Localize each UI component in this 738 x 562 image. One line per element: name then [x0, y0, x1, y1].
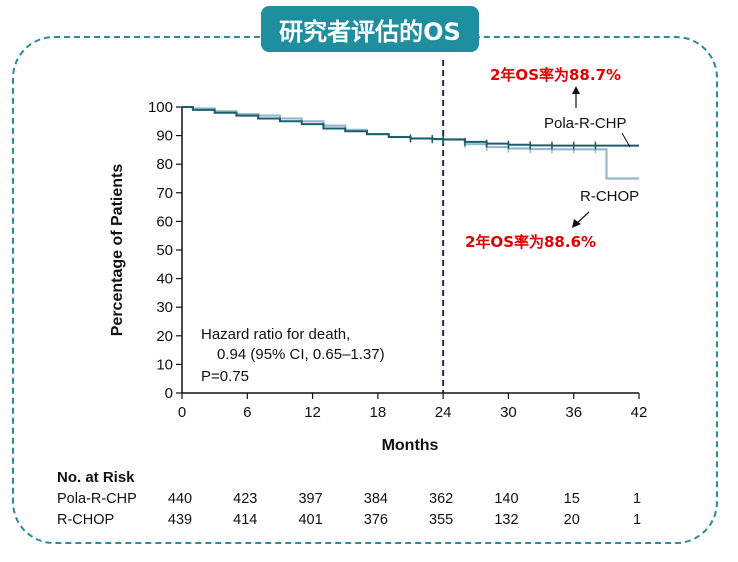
y-tick-label-10: 10: [156, 356, 173, 373]
risk-value: 1: [633, 491, 641, 507]
risk-value: 414: [233, 512, 257, 528]
hazard-ratio-line2: 0.94 (95% CI, 0.65–1.37): [217, 346, 385, 363]
y-tick-label-100: 100: [148, 99, 173, 116]
x-tick-label-0: 0: [178, 404, 186, 421]
risk-value: 15: [564, 491, 580, 507]
risk-value: 384: [364, 491, 388, 507]
series-layer: [182, 105, 639, 180]
y-tick-label-70: 70: [156, 185, 173, 202]
y-tick-label-60: 60: [156, 213, 173, 230]
risk-value: 132: [494, 512, 518, 528]
risk-value: 423: [233, 491, 257, 507]
y-tick-label-40: 40: [156, 271, 173, 288]
y-axis-title: Percentage of Patients: [109, 164, 126, 337]
x-axis-ticks: 0 6 12 18 24 30 36 42: [178, 393, 648, 421]
risk-table-title: No. at Risk: [57, 469, 135, 486]
risk-value: 20: [564, 512, 580, 528]
risk-value: 439: [168, 512, 192, 528]
x-axis-title: Months: [382, 437, 439, 454]
risk-table-values: 440 423 397 384 362 140 15 1 439 414 401 376 355 132 2…: [168, 491, 641, 528]
y-tick-label-30: 30: [156, 299, 173, 316]
y-tick-label-80: 80: [156, 156, 173, 173]
x-tick-label-6: 6: [243, 404, 251, 421]
risk-value: 401: [298, 512, 322, 528]
y-tick-label-50: 50: [156, 242, 173, 259]
risk-row-label-rchop: R-CHOP: [57, 512, 114, 528]
risk-value: 362: [429, 491, 453, 507]
risk-value: 440: [168, 491, 192, 507]
risk-row-label-pola: Pola-R-CHP: [57, 491, 137, 507]
x-tick-label-42: 42: [631, 404, 648, 421]
pola-os-rate: 2年OS率为88.7%: [490, 66, 621, 84]
x-tick-label-18: 18: [370, 404, 387, 421]
x-tick-label-36: 36: [565, 404, 582, 421]
risk-value: 397: [298, 491, 322, 507]
legend-rchop: R-CHOP: [580, 188, 639, 205]
y-tick-label-0: 0: [165, 385, 173, 402]
hazard-ratio-line1: Hazard ratio for death,: [201, 326, 350, 343]
y-tick-label-20: 20: [156, 328, 173, 345]
rchop-arrow-head: [572, 219, 581, 228]
risk-value: 140: [494, 491, 518, 507]
risk-value: 355: [429, 512, 453, 528]
risk-value: 376: [364, 512, 388, 528]
y-tick-label-90: 90: [156, 128, 173, 145]
risk-value: 1: [633, 512, 641, 528]
x-tick-label-12: 12: [304, 404, 321, 421]
pola-arrow-head: [572, 86, 580, 94]
x-tick-label-24: 24: [435, 404, 452, 421]
legend-pola: Pola-R-CHP: [544, 115, 627, 132]
y-axis-ticks: 0 10 20 30 40 50 60 70 80 90 100: [148, 99, 182, 402]
page-title: 研究者评估的OS: [261, 6, 479, 52]
p-value: P=0.75: [201, 368, 249, 385]
legend-pola-leader: [621, 132, 631, 148]
rchop-os-rate: 2年OS率为88.6%: [465, 233, 596, 251]
x-tick-label-30: 30: [500, 404, 517, 421]
